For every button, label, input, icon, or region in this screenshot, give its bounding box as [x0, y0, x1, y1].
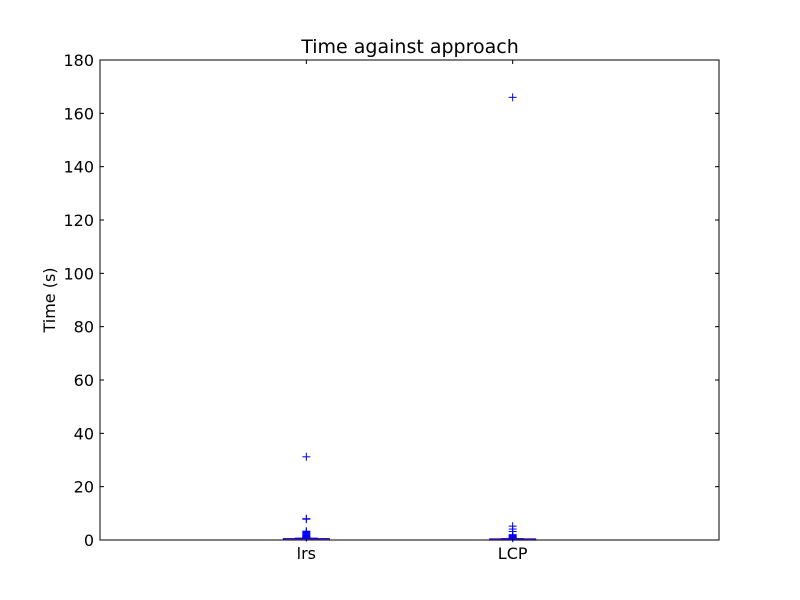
outlier-marker-LCP	[508, 93, 517, 102]
outlier-marker-LCP	[508, 522, 517, 531]
y-tick-label: 120	[63, 211, 94, 230]
marks-layer	[282, 93, 537, 543]
y-tick-label: 40	[74, 424, 94, 443]
plot-frame	[99, 59, 720, 541]
y-tick-label: 20	[74, 478, 94, 497]
y-axis-label: Time (s)	[40, 267, 59, 333]
ticks-layer: 0 20 40 60 80 100 120 140 160 180 lrs LCP	[63, 51, 719, 563]
y-tick-label: 160	[63, 104, 94, 123]
chart-title: Time against approach	[300, 36, 519, 58]
outlier-marker-lrs	[302, 452, 311, 461]
y-tick-label: 0	[84, 531, 94, 550]
y-tick-label: 180	[63, 51, 94, 70]
y-tick-label: 60	[74, 371, 94, 390]
y-tick-label: 80	[74, 318, 94, 337]
x-tick-label: LCP	[498, 544, 528, 563]
outlier-marker-lrs	[302, 527, 311, 536]
outlier-marker-lrs	[302, 514, 311, 523]
x-tick-label: lrs	[297, 544, 316, 563]
y-tick-label: 100	[63, 264, 94, 283]
y-tick-label: 140	[63, 158, 94, 177]
